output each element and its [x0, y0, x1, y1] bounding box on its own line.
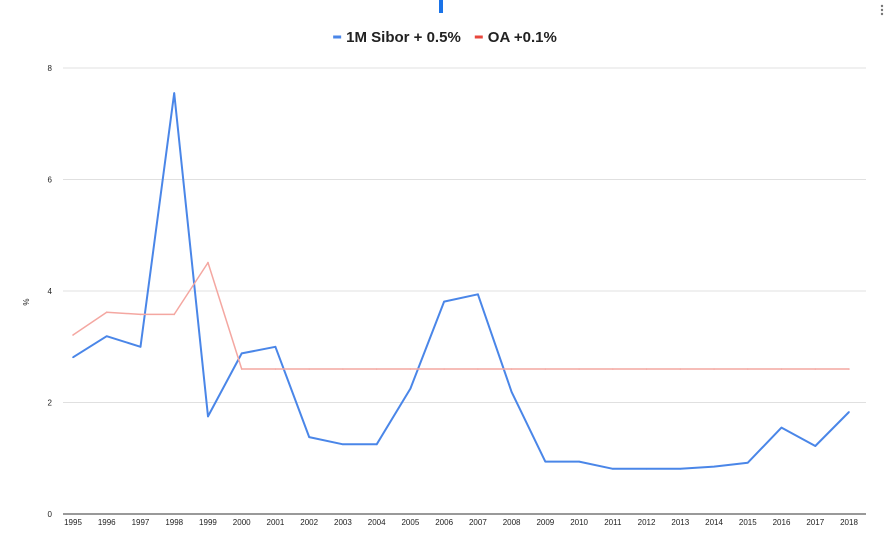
data-point [274, 368, 277, 370]
x-tick-label: 2000 [233, 518, 251, 527]
x-tick-label: 2005 [401, 518, 419, 527]
data-point [409, 387, 412, 390]
data-point [780, 426, 783, 429]
y-tick-label: 4 [48, 287, 53, 296]
data-point [207, 415, 209, 418]
data-point [510, 368, 513, 370]
data-point [477, 368, 479, 370]
y-axis-ticks: 0 2 4 6 8 [48, 64, 53, 519]
gridlines [63, 67, 866, 515]
x-tick-label: 1999 [199, 518, 217, 527]
data-point [409, 368, 412, 370]
data-point [375, 443, 378, 446]
legend-item-2: OA +0.1% [474, 29, 557, 46]
data-point [173, 92, 176, 94]
data-point [72, 356, 74, 359]
x-tick-label: 2004 [368, 518, 386, 527]
x-tick-label: 2001 [267, 518, 285, 527]
data-point [105, 335, 108, 337]
y-tick-label: 6 [48, 176, 53, 185]
data-point [173, 313, 176, 316]
x-tick-label: 2010 [570, 518, 588, 527]
data-point [443, 300, 445, 303]
data-point [814, 368, 817, 370]
data-point [578, 460, 580, 463]
x-tick-label: 2006 [435, 518, 453, 527]
data-point [679, 468, 682, 470]
data-point [780, 368, 783, 370]
x-axis-ticks: 1995 1996 1997 1998 1999 2000 2001 2002 2003 2004… [64, 518, 858, 527]
legend-label: OA +0.1% [488, 29, 557, 46]
data-point [713, 368, 715, 370]
data-point [814, 445, 817, 447]
data-point [375, 368, 378, 370]
data-point [342, 368, 344, 370]
data-point [645, 468, 648, 470]
data-point [342, 443, 344, 446]
legend-label: 1M Sibor + 0.5% [346, 29, 461, 46]
legend: 1M Sibor + 0.5% OA +0.1% [333, 29, 557, 46]
x-tick-label: 2018 [840, 518, 858, 527]
data-point [544, 460, 547, 463]
x-tick-label: 2008 [503, 518, 521, 527]
data-point [443, 368, 445, 370]
data-point [207, 261, 209, 264]
x-tick-label: 2007 [469, 518, 487, 527]
data-point [746, 368, 749, 370]
x-tick-label: 1995 [64, 518, 82, 527]
data-point [612, 468, 614, 470]
series-line-2 [72, 261, 849, 370]
series-lines [72, 92, 850, 470]
title-accent-bar [439, 0, 443, 13]
x-tick-label: 1996 [98, 518, 116, 527]
data-point [308, 368, 310, 370]
data-point [72, 334, 74, 336]
x-tick-label: 2013 [671, 518, 689, 527]
data-point [510, 391, 513, 393]
data-point [139, 345, 142, 348]
data-point [544, 368, 547, 370]
data-point [679, 368, 682, 370]
data-point [240, 352, 243, 355]
data-point [105, 311, 108, 313]
x-tick-label: 1997 [132, 518, 150, 527]
x-tick-label: 2012 [638, 518, 656, 527]
more-vert-icon[interactable] [880, 4, 884, 16]
x-tick-label: 2016 [773, 518, 791, 527]
data-point [240, 368, 243, 370]
x-tick-label: 2002 [300, 518, 318, 527]
x-tick-label: 2009 [536, 518, 554, 527]
data-point [746, 461, 749, 464]
data-point [612, 368, 614, 370]
y-tick-label: 0 [48, 510, 53, 519]
data-point [713, 465, 715, 468]
data-point [308, 436, 310, 438]
data-point [848, 411, 850, 413]
data-point [645, 368, 648, 370]
data-point [274, 345, 277, 348]
x-tick-label: 2017 [806, 518, 824, 527]
data-point [578, 368, 580, 370]
x-tick-label: 2014 [705, 518, 723, 527]
data-point [848, 368, 850, 370]
x-tick-label: 1998 [165, 518, 183, 527]
x-tick-label: 2011 [604, 518, 622, 527]
x-tick-label: 2015 [739, 518, 757, 527]
data-point [139, 313, 142, 316]
y-tick-label: 2 [48, 399, 53, 408]
x-tick-label: 2003 [334, 518, 352, 527]
data-point [477, 293, 479, 296]
series-line-1 [72, 92, 850, 470]
legend-item-1: 1M Sibor + 0.5% [333, 29, 461, 46]
y-axis-title: % [22, 298, 31, 305]
y-tick-label: 8 [48, 64, 53, 73]
